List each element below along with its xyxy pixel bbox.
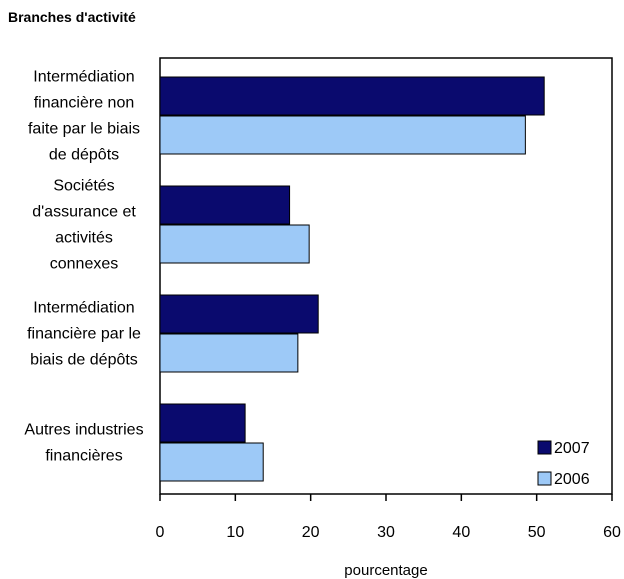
category-label: activités	[55, 230, 113, 247]
x-tick-label: 60	[603, 524, 621, 541]
bar-2006-cat-3	[159, 442, 264, 482]
category-label: Intermédiation	[33, 300, 134, 317]
category-label: financière non	[34, 95, 135, 112]
category-label: d'assurance et	[32, 204, 136, 221]
legend-label-2007: 2007	[554, 440, 590, 457]
bar-2007-cat-1	[159, 185, 291, 225]
category-label: financières	[45, 448, 122, 465]
category-label: Autres industries	[24, 422, 143, 439]
x-axis: 0 10 20 30 40 50 60	[156, 494, 621, 541]
bars-group	[159, 76, 545, 482]
x-tick-label: 40	[452, 524, 470, 541]
bar-2006-cat-0	[159, 115, 526, 155]
x-tick-label: 30	[377, 524, 395, 541]
x-tick-label: 50	[528, 524, 546, 541]
bar-2007-cat-3	[159, 403, 246, 443]
x-tick-label: 0	[156, 524, 165, 541]
category-labels: Intermédiation financière non faite par le…	[24, 69, 143, 465]
x-axis-title: pourcentage	[344, 562, 427, 579]
legend-swatch-2006	[537, 471, 552, 486]
category-label: Intermédiation	[33, 69, 134, 86]
x-tick-label: 20	[302, 524, 320, 541]
x-tick-label: 10	[226, 524, 244, 541]
chart-title: Branches d'activité	[8, 9, 136, 25]
legend-swatch-2007	[537, 440, 552, 455]
legend: 2007 2006	[537, 440, 590, 488]
category-label: Sociétés	[53, 178, 114, 195]
legend-label-2006: 2006	[554, 471, 590, 488]
category-label: connexes	[50, 256, 119, 273]
bar-2006-cat-2	[159, 333, 299, 373]
category-label: faite par le biais	[28, 121, 140, 138]
category-label: de dépôts	[49, 147, 119, 164]
category-label: biais de dépôts	[30, 352, 138, 369]
bar-2007-cat-0	[159, 76, 545, 116]
bar-2006-cat-1	[159, 224, 310, 264]
bar-2007-cat-2	[159, 294, 319, 334]
category-label: financière par le	[27, 326, 141, 343]
